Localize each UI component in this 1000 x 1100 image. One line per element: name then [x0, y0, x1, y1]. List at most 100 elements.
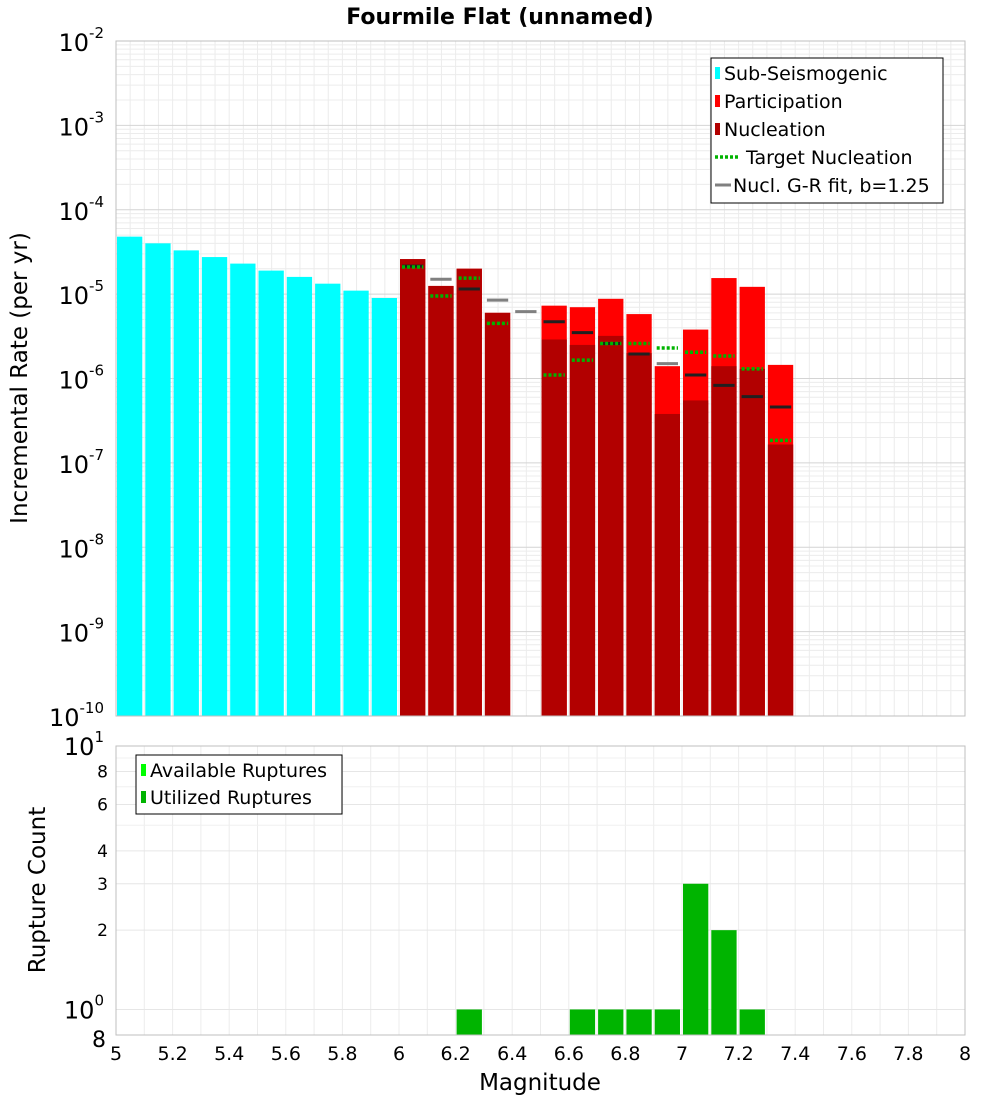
x-tick-label: 7 — [676, 1043, 688, 1065]
y-tick-label: 10-4 — [58, 193, 104, 226]
legend-box — [135, 754, 343, 815]
y-tick-label: 3 — [97, 875, 108, 895]
chart-title: Fourmile Flat (unnamed) — [346, 5, 653, 30]
nucleation-bar — [626, 353, 652, 716]
x-tick-label: 7.2 — [723, 1043, 753, 1065]
x-tick-label: 8 — [959, 1043, 971, 1065]
available-ruptures-swatch — [141, 764, 146, 776]
y-tick-label: 8 — [97, 763, 108, 783]
nucleation-bar — [484, 312, 511, 716]
tick-base: 10 — [58, 198, 89, 226]
tick-exponent: -4 — [89, 193, 104, 211]
sub-seismogenic-bar — [230, 263, 256, 716]
legend-label: Available Ruptures — [150, 760, 327, 782]
count-y-axis-label: Rupture Count — [25, 807, 51, 973]
tick-exponent: -6 — [89, 362, 104, 380]
y-tick-label: 101 — [64, 728, 104, 761]
utilized-ruptures-bar — [654, 1009, 680, 1035]
tick-exponent: -5 — [89, 277, 104, 295]
nucleation-bar — [654, 413, 680, 716]
sub-seismogenic-bar — [145, 243, 171, 717]
x-tick-label: 7.6 — [837, 1043, 867, 1065]
rate-line-marks — [402, 264, 792, 443]
utilized-ruptures-swatch — [141, 791, 146, 803]
nucleation-bar — [456, 268, 482, 716]
tick-base: 10 — [58, 535, 89, 563]
tick-exponent: -10 — [80, 699, 105, 717]
sub-seismogenic-swatch — [715, 67, 720, 79]
y-tick-label: 100 — [64, 991, 104, 1024]
count-legend: Available Ruptures Utilized Ruptures — [135, 754, 343, 815]
legend-label: Nucl. G-R fit, b=1.25 — [733, 175, 930, 197]
y-tick-label: 10-8 — [58, 530, 104, 563]
count-plot-frame — [115, 745, 966, 1036]
tick-exponent: -8 — [89, 530, 104, 548]
y-tick-label: 8 — [92, 1028, 106, 1053]
nucleation-bar — [428, 285, 454, 716]
x-tick-label: 6.8 — [610, 1043, 640, 1065]
utilized-ruptures-bar — [598, 1009, 624, 1035]
x-tick-label: 6.6 — [554, 1043, 584, 1065]
utilized-ruptures-bar — [711, 930, 737, 1035]
x-tick-label: 6.4 — [497, 1043, 527, 1065]
tick-exponent: -3 — [89, 108, 104, 126]
x-axis-label: Magnitude — [479, 1070, 601, 1096]
sub-seismogenic-bar — [286, 276, 313, 716]
y-tick-label: 10-5 — [58, 277, 104, 310]
nucleation-bar — [541, 339, 567, 716]
nucleation-bar — [767, 444, 794, 716]
count-bars — [456, 883, 765, 1035]
utilized-ruptures-bar — [626, 1009, 652, 1035]
y-tick-label: 10-3 — [58, 108, 104, 141]
tick-exponent: -9 — [89, 615, 104, 633]
tick-base: 10 — [58, 282, 89, 310]
x-tick-label: 7.8 — [893, 1043, 923, 1065]
nucleation-bar — [739, 368, 765, 716]
nucleation-swatch — [715, 123, 720, 135]
sub-seismogenic-bar — [371, 297, 397, 716]
y-tick-label: 2 — [97, 921, 108, 941]
tick-exponent: 0 — [94, 991, 104, 1009]
sub-seismogenic-bar — [343, 290, 369, 716]
x-tick-label: 5.6 — [271, 1043, 301, 1065]
tick-base: 10 — [58, 620, 89, 648]
x-tick-label: 5.2 — [157, 1043, 187, 1065]
nucleation-bar — [683, 400, 709, 716]
y-tick-label: 4 — [97, 842, 108, 862]
utilized-ruptures-bar — [569, 1009, 596, 1035]
tick-base: 10 — [64, 733, 95, 761]
tick-base: 10 — [58, 451, 89, 479]
legend-box — [710, 57, 944, 204]
tick-base: 10 — [58, 29, 89, 57]
x-tick-label: 7.4 — [780, 1043, 810, 1065]
tick-exponent: -2 — [89, 24, 104, 42]
legend-label: Nucleation — [724, 119, 826, 141]
y-tick-label: 6 — [97, 795, 108, 815]
legend-label: Sub-Seismogenic — [724, 63, 888, 85]
nucleation-bar — [569, 344, 596, 716]
y-tick-label: 10-2 — [58, 24, 104, 57]
sub-seismogenic-bar — [117, 236, 143, 716]
y-tick-label: 10-6 — [58, 362, 104, 395]
tick-base: 10 — [58, 367, 89, 395]
x-tick-label: 5 — [110, 1043, 122, 1065]
y-tick-label: 10-10 — [49, 699, 104, 732]
rate-y-axis-label: Incremental Rate (per yr) — [7, 232, 33, 524]
tick-base: 10 — [64, 996, 95, 1024]
tick-base: 10 — [58, 113, 89, 141]
nucleation-bar — [400, 259, 426, 716]
tick-exponent: -7 — [89, 446, 104, 464]
legend-label: Utilized Ruptures — [150, 787, 312, 809]
rate-bars — [117, 236, 794, 717]
nucleation-bar — [711, 366, 737, 716]
sub-seismogenic-bar — [315, 283, 341, 716]
tick-base: 10 — [49, 704, 80, 732]
rate-legend: Sub-Seismogenic Participation Nucleation Ta… — [710, 57, 944, 204]
x-tick-label: 6 — [393, 1043, 405, 1065]
nucleation-bar — [598, 335, 624, 716]
